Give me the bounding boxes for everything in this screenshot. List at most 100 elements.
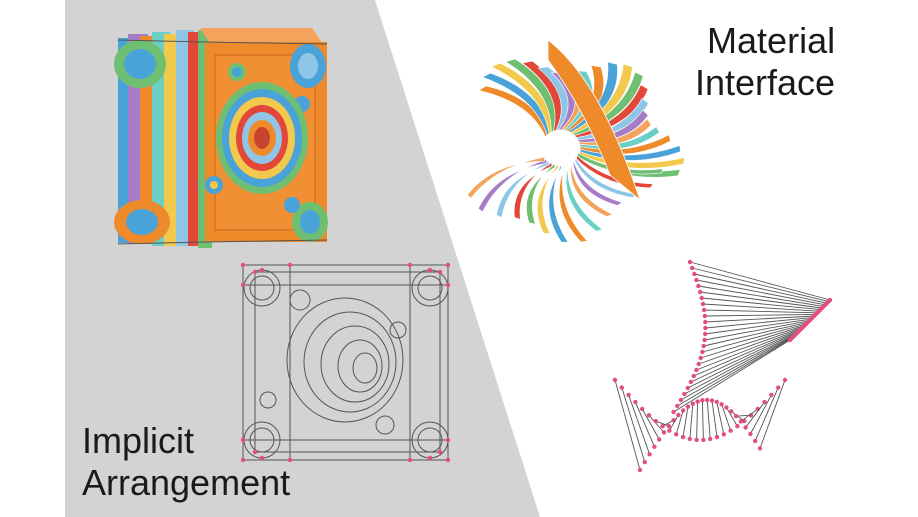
wire-vertex bbox=[427, 267, 433, 273]
wire-vertex bbox=[287, 457, 293, 463]
interface-sheet bbox=[496, 160, 550, 219]
wire-vertex bbox=[445, 457, 451, 463]
wire-ruling bbox=[684, 334, 796, 395]
wire-vertex bbox=[692, 271, 697, 277]
wire-vertex bbox=[695, 399, 700, 404]
interface-sheet bbox=[477, 158, 547, 213]
wire-vertex bbox=[660, 424, 665, 429]
material-interface-wireframe bbox=[612, 259, 833, 473]
wire-ruling bbox=[669, 414, 679, 431]
wire-ruling bbox=[689, 403, 694, 439]
wire-ruling bbox=[614, 379, 641, 471]
wire-vertex bbox=[445, 437, 451, 443]
interface-sheet bbox=[548, 163, 569, 243]
wire-ruling bbox=[673, 339, 791, 413]
wire-ring bbox=[417, 427, 443, 453]
wire-ruling bbox=[702, 303, 819, 312]
wire-vertex bbox=[702, 337, 707, 343]
material-interface-render bbox=[467, 39, 685, 243]
wire-vertex bbox=[642, 459, 647, 465]
wire-ruling bbox=[716, 401, 725, 435]
wire-ruling bbox=[687, 333, 797, 389]
wire-vertex bbox=[700, 398, 705, 403]
wire-ring bbox=[249, 427, 275, 453]
wire-vertex bbox=[708, 436, 713, 442]
implicit-label-line1: Implicit bbox=[82, 420, 195, 461]
wire-vertex bbox=[437, 449, 443, 455]
wire-vertex bbox=[699, 295, 704, 301]
wire-ring bbox=[303, 311, 397, 413]
wire-vertex bbox=[700, 349, 705, 355]
wire-ring bbox=[352, 352, 378, 384]
wire-vertex bbox=[703, 319, 708, 325]
interface-sheet bbox=[576, 154, 654, 189]
wire-vertex bbox=[714, 434, 720, 440]
wire-vertex bbox=[697, 289, 703, 295]
wire-ruling bbox=[705, 317, 813, 329]
wire-ring bbox=[337, 339, 383, 393]
wire-vertex bbox=[240, 282, 246, 288]
wire-vertex bbox=[652, 444, 657, 449]
wire-ring bbox=[286, 297, 404, 423]
wire-vertex bbox=[678, 397, 684, 403]
wire-vertex bbox=[687, 259, 693, 265]
wire-vertex bbox=[633, 399, 638, 405]
wire-ruling bbox=[675, 410, 684, 435]
wire-vertex bbox=[445, 282, 451, 288]
wire-ruling bbox=[705, 318, 811, 335]
wire-vertex bbox=[757, 446, 763, 451]
wire-vertex bbox=[682, 391, 687, 397]
wire-ruling bbox=[693, 329, 800, 377]
wire-vertex bbox=[674, 432, 679, 437]
wire-vertex bbox=[696, 361, 701, 367]
wire-vertex bbox=[701, 307, 707, 313]
wire-vertex bbox=[688, 379, 694, 385]
implicit-label-line2: Arrangement bbox=[82, 462, 291, 503]
wire-vertex bbox=[427, 455, 433, 461]
wire-vertex bbox=[671, 409, 676, 415]
wire-vertex bbox=[667, 428, 672, 433]
implicit-arrangement-wireframe bbox=[240, 262, 451, 463]
wire-ring bbox=[417, 275, 443, 301]
wire-vertex bbox=[721, 432, 726, 437]
implicit-arrangement-label: Implicit Arrangement bbox=[82, 420, 290, 504]
wire-vertex bbox=[240, 262, 246, 268]
wire-vertex bbox=[661, 430, 667, 435]
interface-sheet bbox=[570, 161, 613, 218]
wire-vertex bbox=[626, 392, 631, 398]
wire-vertex bbox=[696, 283, 701, 289]
wire-ruling bbox=[655, 420, 669, 427]
wire-vertex bbox=[407, 262, 413, 268]
wire-vertex bbox=[705, 397, 710, 403]
wire-ruling bbox=[621, 387, 646, 463]
wire-ruling bbox=[692, 267, 829, 303]
wire-vertex bbox=[691, 373, 696, 379]
corner-cylinder bbox=[300, 210, 320, 234]
wire-ruling bbox=[698, 326, 803, 365]
wire-ring bbox=[249, 275, 275, 301]
wire-vertex bbox=[694, 437, 699, 443]
interface-sheet bbox=[574, 156, 638, 198]
interface-sheet bbox=[565, 162, 604, 232]
interface-sheet bbox=[536, 163, 559, 235]
wire-vertex bbox=[637, 467, 643, 473]
wire-vertex bbox=[743, 425, 748, 430]
interface-sheet bbox=[572, 159, 623, 206]
wire-ruling bbox=[648, 414, 665, 433]
wire-ruling bbox=[680, 336, 794, 401]
wire-ruling bbox=[696, 401, 699, 440]
wire-vertex bbox=[787, 337, 793, 343]
wire-vertex bbox=[685, 385, 690, 391]
wire-vertex bbox=[748, 431, 753, 437]
wire-ring bbox=[259, 391, 277, 409]
material-label-line1: Material bbox=[707, 20, 836, 61]
wire-ruling bbox=[704, 309, 818, 314]
wire-vertex bbox=[647, 452, 652, 457]
boss bbox=[284, 197, 300, 213]
wire-ruling bbox=[726, 407, 738, 427]
edge-line bbox=[117, 239, 328, 245]
wire-ruling bbox=[711, 400, 718, 438]
wire-vertex bbox=[782, 377, 788, 383]
wire-ruling bbox=[700, 291, 823, 309]
